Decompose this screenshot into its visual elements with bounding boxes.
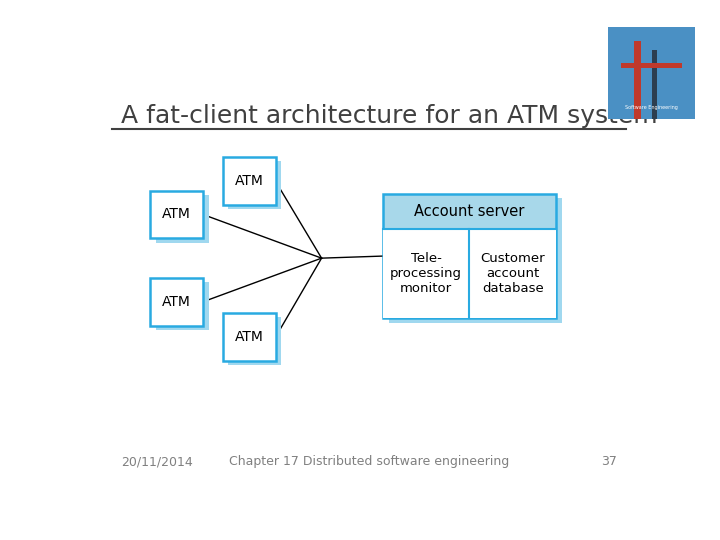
FancyBboxPatch shape	[621, 63, 682, 68]
Text: A fat-client architecture for an ATM system: A fat-client architecture for an ATM sys…	[121, 104, 657, 129]
FancyBboxPatch shape	[389, 198, 562, 322]
Text: 20/11/2014: 20/11/2014	[121, 455, 192, 468]
FancyBboxPatch shape	[228, 161, 281, 210]
FancyBboxPatch shape	[222, 157, 276, 205]
Text: Account server: Account server	[414, 204, 525, 219]
Text: ATM: ATM	[235, 174, 264, 188]
FancyBboxPatch shape	[383, 228, 556, 319]
Text: 37: 37	[601, 455, 617, 468]
FancyBboxPatch shape	[222, 313, 276, 361]
FancyBboxPatch shape	[383, 194, 556, 319]
Text: ATM: ATM	[235, 330, 264, 344]
FancyBboxPatch shape	[228, 318, 281, 365]
FancyBboxPatch shape	[608, 27, 695, 119]
Text: Software Engineering: Software Engineering	[625, 105, 678, 110]
FancyBboxPatch shape	[634, 40, 642, 119]
FancyBboxPatch shape	[150, 191, 203, 238]
Text: Chapter 17 Distributed software engineering: Chapter 17 Distributed software engineer…	[229, 455, 509, 468]
Text: Customer
account
database: Customer account database	[480, 252, 545, 295]
FancyBboxPatch shape	[156, 195, 209, 242]
FancyBboxPatch shape	[652, 50, 657, 119]
FancyBboxPatch shape	[156, 282, 209, 330]
FancyBboxPatch shape	[150, 278, 203, 326]
Text: Tele-
processing
monitor: Tele- processing monitor	[390, 252, 462, 295]
Text: ATM: ATM	[162, 295, 191, 309]
Text: ATM: ATM	[162, 207, 191, 221]
